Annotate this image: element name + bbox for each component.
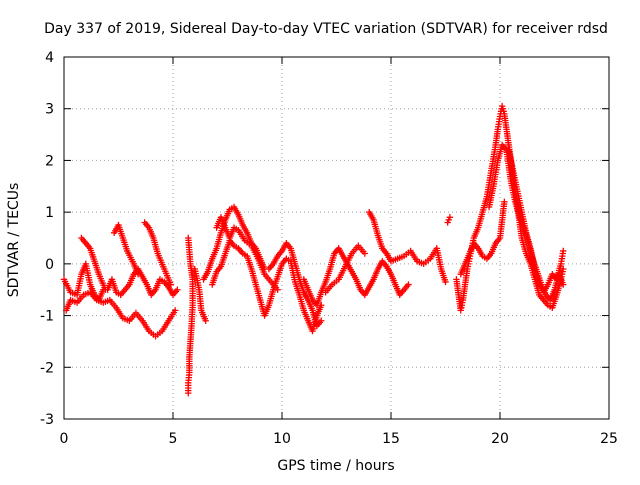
- axis-ticks: 0 5 10 15 20 25 -3 -2 -1 0 1 2 3 4: [40, 50, 618, 447]
- data-point: [361, 250, 369, 257]
- series-trace-k: [457, 146, 567, 296]
- y-tick-label: 0: [45, 257, 54, 273]
- data-point: [274, 286, 281, 293]
- x-tick-label: 15: [382, 431, 400, 447]
- series-trace-c: [78, 219, 175, 293]
- data-point: [560, 265, 567, 273]
- y-tick-label: 1: [45, 205, 54, 221]
- data-point: [174, 286, 181, 293]
- data-point: [501, 198, 508, 205]
- data-point: [446, 214, 454, 221]
- x-tick-label: 0: [60, 431, 69, 447]
- y-tick-label: -1: [40, 309, 54, 325]
- data-point: [134, 271, 142, 278]
- series-trace-i: [322, 208, 454, 296]
- y-tick-label: 3: [45, 102, 54, 118]
- data-marks: [60, 102, 567, 397]
- data-point: [560, 247, 567, 255]
- series-trace-f: [209, 237, 325, 335]
- y-tick-label: -3: [40, 412, 54, 428]
- series-trace-a: [60, 260, 181, 304]
- data-point: [318, 317, 325, 324]
- data-point: [442, 278, 449, 286]
- chart-title: Day 337 of 2019, Sidereal Day-to-day VTE…: [44, 21, 608, 37]
- y-tick-label: -2: [40, 360, 54, 376]
- y-tick-label: 2: [45, 153, 54, 169]
- data-point: [185, 389, 192, 397]
- data-point: [202, 317, 209, 324]
- series-trace-g: [213, 214, 281, 293]
- data-point: [560, 281, 567, 288]
- series-trace-l: [485, 141, 567, 304]
- data-point: [102, 286, 109, 293]
- x-tick-label: 25: [600, 431, 618, 447]
- data-point: [167, 281, 175, 288]
- x-tick-label: 10: [273, 431, 291, 447]
- series-trace-d: [185, 234, 209, 397]
- data-point: [171, 307, 179, 314]
- data-point: [405, 281, 412, 288]
- y-axis-label: SDTVAR / TECUs: [6, 183, 22, 298]
- series-trace-h: [300, 245, 412, 309]
- series-trace-b: [62, 289, 179, 340]
- x-tick-label: 20: [491, 431, 509, 447]
- y-tick-label: 4: [45, 50, 54, 66]
- plot-frame: [63, 56, 610, 420]
- x-axis-label: GPS time / hours: [277, 458, 394, 474]
- x-tick-label: 5: [169, 431, 178, 447]
